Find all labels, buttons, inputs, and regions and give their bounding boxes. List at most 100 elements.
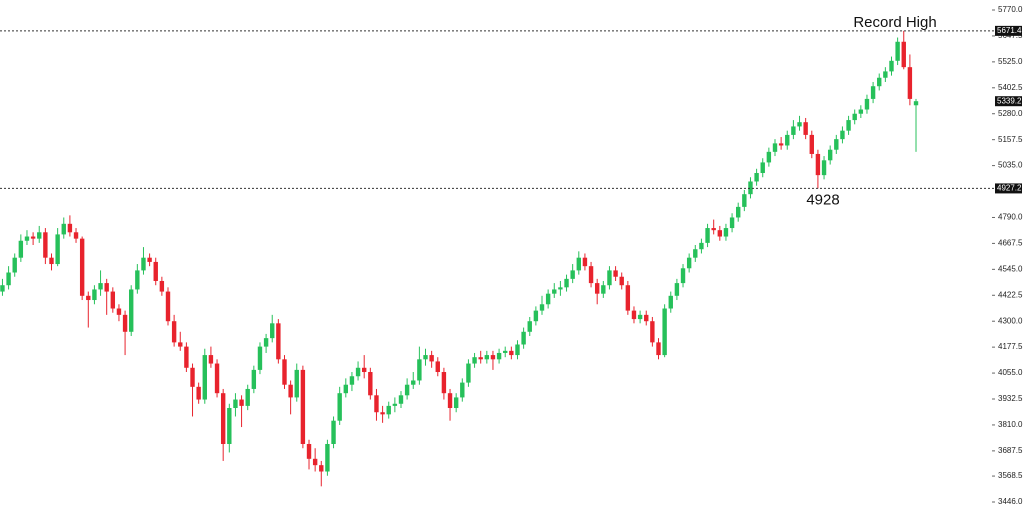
candle-body [686,257,692,269]
candle-body [417,359,422,381]
candle-body [122,314,128,332]
candle-body [368,372,373,396]
candle-body [809,134,814,154]
y-tick-label: 4422.5 [998,290,1023,299]
candle-body [613,270,618,277]
candle-body [705,228,710,243]
y-tick-label: 4300.0 [998,316,1023,325]
candle-body [760,162,765,174]
candle-body [153,261,158,281]
candle-body [729,217,735,229]
candle-body [98,283,103,290]
candle-body [147,257,152,262]
candle-body [840,130,845,140]
candle-body [619,276,624,286]
candle-body [276,323,281,360]
candle-body [190,367,195,387]
candle-body [429,355,434,362]
candle-body [135,270,140,290]
candle-body [447,393,453,409]
y-tick-label: 3687.5 [998,446,1023,455]
candle-body [141,257,146,271]
candle-body [37,232,42,239]
candle-body [355,367,361,377]
candle-body [398,395,404,404]
candle-body [736,206,741,218]
y-tick-label: 4667.5 [998,239,1023,248]
y-tick-label: 4545.0 [998,264,1023,273]
candle-body [18,240,24,258]
candle-body [515,344,520,356]
candle-body [717,230,723,237]
candle-body [337,393,342,421]
candle-body [220,393,226,444]
candle-body [171,321,177,343]
last-price-label: 5339.2 [997,96,1022,105]
candle-body [656,342,661,356]
candle-body [343,384,349,394]
candle-body [288,384,293,398]
candle-body [61,223,66,235]
candle-body [527,321,532,332]
candle-body [312,458,318,466]
candle-body [0,285,5,292]
candle-body [650,321,655,343]
candle-body [73,232,79,239]
candle-body [509,350,514,356]
y-tick-label: 3810.0 [998,420,1023,429]
candle-body [797,122,802,127]
candle-body [110,291,116,309]
candle-body [306,443,312,459]
candle-body [521,331,526,345]
candle-body [484,355,490,360]
candle-body [754,173,759,182]
candle-body [834,139,839,150]
candle-body [251,369,257,389]
price-box [995,183,1022,194]
candle-body [202,355,207,400]
candle-body [539,304,545,311]
candle-body [785,134,790,146]
candle-body [503,350,508,353]
y-tick-label: 5035.0 [998,161,1023,170]
candle-body [300,369,306,444]
candle-body [104,283,109,292]
candle-body [907,67,913,99]
candle-body [92,289,97,301]
candle-body [827,149,833,161]
candle-body [588,266,594,284]
candle-body [601,285,606,294]
candle-body [594,283,600,294]
candle-body [460,382,465,398]
y-tick-label: 5157.5 [998,135,1023,144]
candle-body [233,399,238,409]
candle-body [846,120,851,131]
candle-body [331,420,336,444]
candle-body [380,412,385,415]
candle-body [877,77,882,87]
candle-body [772,143,778,152]
candle-body [294,369,299,398]
candle-body [453,397,459,409]
candle-body [644,314,649,322]
candle-body [558,287,563,290]
candle-body [864,98,870,110]
candle-body [423,355,428,360]
y-tick-label: 4055.0 [998,368,1023,377]
candle-body [196,386,201,400]
candle-body [570,270,575,279]
y-tick-label: 4790.0 [998,213,1023,222]
candle-body [490,355,496,360]
candle-body [165,291,171,322]
candle-body [349,376,355,385]
candle-body [693,249,698,258]
candle-body [79,238,85,296]
candle-body [129,289,134,332]
candle-body [325,443,330,472]
candle-body [386,405,391,415]
y-tick-label: 5280.0 [998,109,1023,118]
candle-body [472,357,477,364]
candle-body [742,194,747,207]
candle-body [227,408,232,444]
